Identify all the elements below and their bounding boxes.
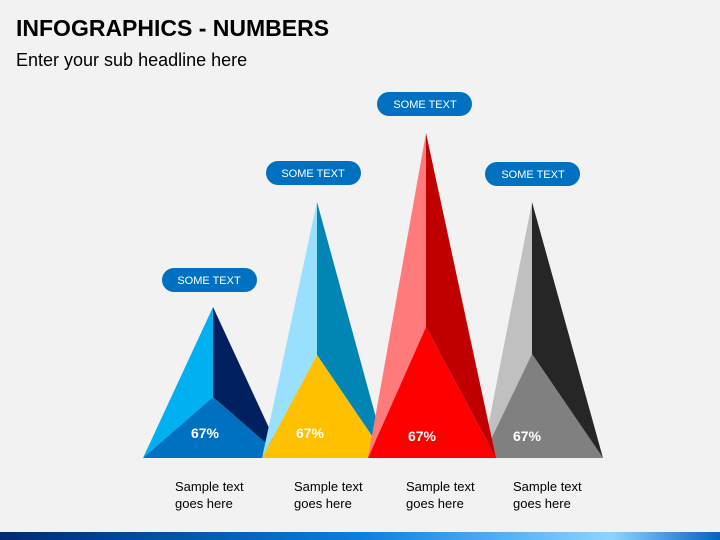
face [426,133,496,458]
value-label: 67% [296,425,325,441]
face [482,202,532,458]
caption: goes here [175,496,233,511]
caption: goes here [406,496,464,511]
value-label: 67% [408,428,437,444]
caption: Sample text [513,479,582,494]
face [368,133,426,458]
pyramid [368,133,496,458]
tag: SOME TEXT [177,275,241,287]
tag-box [162,268,257,292]
caption: Sample text [406,479,475,494]
face [143,307,213,458]
face [143,397,283,458]
face [532,202,603,458]
tag-box [485,162,580,186]
caption: goes here [294,496,352,511]
tag-box [377,92,472,116]
face [262,355,387,458]
tag-box [266,161,361,185]
pyramid [143,307,283,458]
title: INFOGRAPHICS - NUMBERS [16,15,329,41]
footer-bar [0,532,720,540]
tag: SOME TEXT [501,169,565,181]
face [213,307,283,458]
value-label: 67% [513,428,542,444]
pyramid [482,202,603,458]
face [368,327,496,458]
caption: Sample text [294,479,363,494]
tag: SOME TEXT [281,168,345,180]
face [262,202,317,458]
tag: SOME TEXT [393,99,457,111]
subtitle: Enter your sub headline here [16,50,247,70]
pyramid [262,202,387,458]
caption: goes here [513,496,571,511]
face [482,354,603,458]
caption: Sample text [175,479,244,494]
value-label: 67% [191,425,220,441]
face [317,202,387,458]
